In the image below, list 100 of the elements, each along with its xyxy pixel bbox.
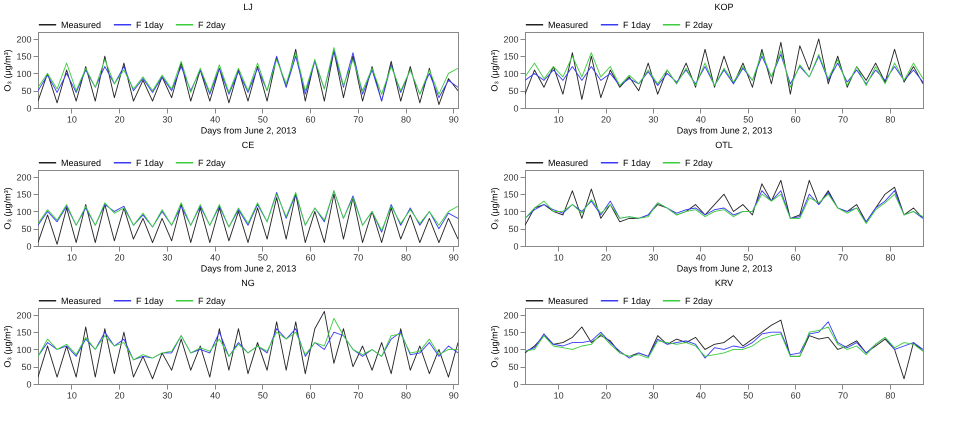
y-tick-label: 150 <box>503 52 518 62</box>
x-tick-label: 10 <box>66 252 77 262</box>
line-series <box>38 318 458 360</box>
y-tick-label: 50 <box>21 224 32 234</box>
x-tick-label: 80 <box>885 114 896 124</box>
legend-label: F 2day <box>685 296 714 306</box>
line-series <box>525 320 923 380</box>
y-tick-label: 0 <box>513 380 518 390</box>
y-tick-label: 0 <box>513 242 518 252</box>
x-tick-label: 60 <box>790 390 801 400</box>
x-tick-label: 30 <box>648 252 658 262</box>
legend-label: Measured <box>548 296 588 306</box>
legend-label: Measured <box>548 158 588 168</box>
x-tick-label: 70 <box>353 114 364 124</box>
line-series <box>525 180 923 226</box>
y-tick-label: 150 <box>16 52 32 62</box>
y-tick-label: 200 <box>16 310 32 320</box>
x-tick-label: 90 <box>448 114 459 124</box>
y-tick-label: 100 <box>503 206 518 217</box>
y-tick-label: 50 <box>21 86 32 96</box>
x-tick-label: 30 <box>648 114 658 124</box>
y-tick-label: 50 <box>508 86 518 96</box>
y-tick-label: 200 <box>503 172 518 182</box>
x-tick-label: 70 <box>838 390 848 400</box>
x-tick-label: 40 <box>210 114 220 124</box>
y-tick-label: 100 <box>503 344 518 355</box>
y-tick-label: 200 <box>503 310 518 320</box>
y-axis-title: O₃ (μg/m³) <box>2 325 12 368</box>
y-tick-label: 100 <box>16 206 32 217</box>
x-tick-label: 50 <box>258 114 268 124</box>
y-tick-label: 100 <box>16 68 32 79</box>
x-tick-label: 10 <box>554 114 564 124</box>
legend-label: F 1day <box>623 158 652 168</box>
y-tick-label: 50 <box>508 362 518 372</box>
x-tick-label: 80 <box>400 252 412 262</box>
x-tick-label: 70 <box>353 390 364 400</box>
y-tick-label: 50 <box>21 362 32 372</box>
legend-label: F 1day <box>136 20 164 30</box>
x-tick-label: 10 <box>554 252 564 262</box>
x-tick-label: 30 <box>162 390 172 400</box>
legend-label: Measured <box>61 296 102 306</box>
x-tick-label: 60 <box>790 114 801 124</box>
x-axis-title: Days from June 2, 2013 <box>676 264 772 274</box>
x-tick-label: 60 <box>306 252 316 262</box>
x-tick-label: 50 <box>258 252 268 262</box>
legend-label: F 1day <box>623 20 652 30</box>
line-series <box>525 38 923 100</box>
x-tick-label: 10 <box>66 390 77 400</box>
y-tick-label: 50 <box>508 224 518 234</box>
legend-label: Measured <box>548 20 588 30</box>
legend-label: F 2day <box>198 158 226 168</box>
y-tick-label: 150 <box>16 190 32 200</box>
legend-label: F 2day <box>198 296 226 306</box>
x-tick-label: 60 <box>306 114 316 124</box>
legend-label: F 1day <box>136 158 164 168</box>
y-tick-label: 200 <box>16 172 32 182</box>
chart-title: LJ <box>243 2 253 12</box>
x-tick-label: 10 <box>554 390 564 400</box>
x-axis-title: Days from June 2, 2013 <box>200 126 296 136</box>
legend-label: F 2day <box>198 20 226 30</box>
y-tick-label: 150 <box>503 328 518 338</box>
line-series <box>38 47 458 95</box>
x-tick-label: 70 <box>353 252 364 262</box>
x-axis-title: Days from June 2, 2013 <box>676 126 772 136</box>
x-tick-label: 20 <box>114 252 125 262</box>
y-tick-label: 0 <box>26 242 32 252</box>
x-tick-label: 70 <box>838 252 848 262</box>
x-tick-label: 20 <box>601 390 612 400</box>
y-tick-label: 100 <box>16 344 32 355</box>
x-tick-label: 40 <box>696 390 706 400</box>
chart-title: KRV <box>714 278 734 288</box>
x-tick-label: 40 <box>210 390 220 400</box>
chart-title: NG <box>241 278 255 288</box>
y-axis-title: O₃ (μg/m³) <box>489 49 500 92</box>
legend-label: Measured <box>61 20 102 30</box>
line-series <box>38 194 458 245</box>
line-series <box>38 311 458 380</box>
x-tick-label: 50 <box>743 252 754 262</box>
chart-title: CE <box>242 140 254 150</box>
legend-label: F 2day <box>685 158 714 168</box>
y-axis-title: O₃ (μg/m³) <box>2 187 12 230</box>
x-tick-label: 80 <box>885 390 896 400</box>
x-tick-label: 80 <box>885 252 896 262</box>
y-tick-label: 150 <box>503 190 518 200</box>
x-tick-label: 20 <box>601 252 612 262</box>
x-tick-label: 50 <box>258 390 268 400</box>
y-tick-label: 200 <box>16 34 32 44</box>
y-tick-label: 200 <box>503 34 518 44</box>
x-tick-label: 90 <box>448 252 459 262</box>
chart-title: OTL <box>715 140 733 150</box>
y-axis-title: O₃ (μg/m³) <box>489 325 500 368</box>
x-tick-label: 60 <box>306 390 316 400</box>
x-tick-label: 10 <box>66 114 77 124</box>
x-tick-label: 50 <box>743 390 754 400</box>
x-tick-label: 20 <box>114 390 125 400</box>
y-tick-label: 150 <box>16 328 32 338</box>
legend-label: F 2day <box>685 20 714 30</box>
x-tick-label: 40 <box>696 252 706 262</box>
legend-label: Measured <box>61 158 102 168</box>
x-tick-label: 40 <box>696 114 706 124</box>
